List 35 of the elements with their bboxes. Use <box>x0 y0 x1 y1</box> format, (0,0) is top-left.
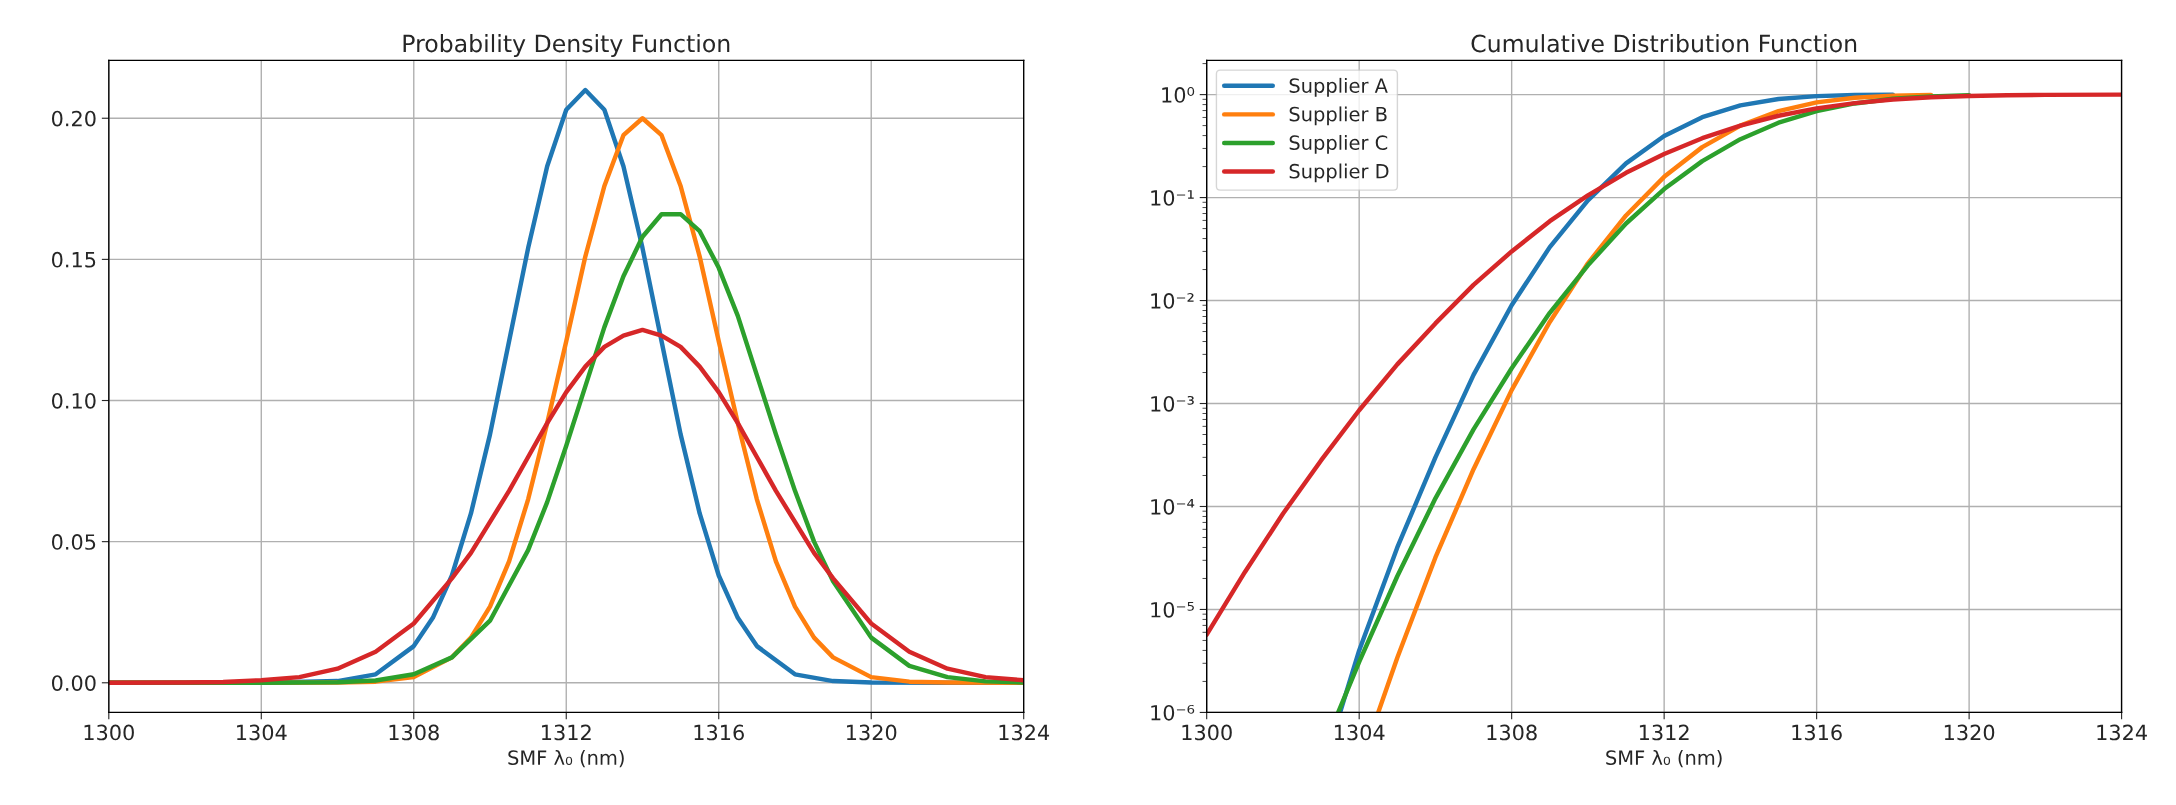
legend-label: Supplier B <box>1289 106 1387 126</box>
y-tick-label: 10⁰ <box>1162 87 1195 103</box>
y-tick-label: 0.15 <box>51 251 96 268</box>
y-tick-label: 0.00 <box>51 675 96 691</box>
y-tick-label: 10⁻¹ <box>1151 190 1194 206</box>
chart-title: Cumulative Distribution Function <box>1471 34 1857 53</box>
legend-label: Supplier A <box>1289 77 1388 97</box>
y-tick-label: 0.20 <box>51 110 96 127</box>
y-tick-label: 10⁻⁶ <box>1151 704 1195 721</box>
x-tick-label: 1320 <box>1944 724 1995 741</box>
y-tick-label: 0.05 <box>51 534 96 550</box>
x-tick-label: 1316 <box>1792 724 1842 741</box>
y-tick-label: 10⁻² <box>1151 293 1194 309</box>
x-tick-label: 1308 <box>1487 724 1537 741</box>
legend-label: Supplier D <box>1289 163 1389 183</box>
x-tick-label: 1308 <box>389 724 439 741</box>
x-tick-label: 1312 <box>1639 724 1689 741</box>
y-tick-label: 10⁻³ <box>1151 395 1194 412</box>
x-tick-label: 1304 <box>237 724 287 741</box>
x-axis-title: SMF λ₀ (nm) <box>508 749 624 768</box>
x-tick-label: 1300 <box>1182 724 1232 741</box>
x-tick-label: 1320 <box>847 724 897 741</box>
x-tick-label: 1324 <box>999 724 1050 741</box>
x-axis-title: SMF λ₀ (nm) <box>1606 749 1722 768</box>
x-tick-label: 1304 <box>1334 724 1385 741</box>
y-tick-label: 10⁻⁴ <box>1151 498 1195 515</box>
chart-title: Probability Density Function <box>403 34 730 57</box>
legend-label: Supplier C <box>1289 134 1388 154</box>
x-tick-label: 1300 <box>84 724 134 741</box>
y-tick-label: 0.10 <box>51 392 96 409</box>
x-tick-label: 1316 <box>694 724 744 741</box>
y-tick-label: 10⁻⁵ <box>1151 601 1194 618</box>
x-tick-label: 1312 <box>542 724 591 741</box>
line-series <box>108 327 1024 686</box>
x-tick-label: 1324 <box>2097 724 2147 741</box>
